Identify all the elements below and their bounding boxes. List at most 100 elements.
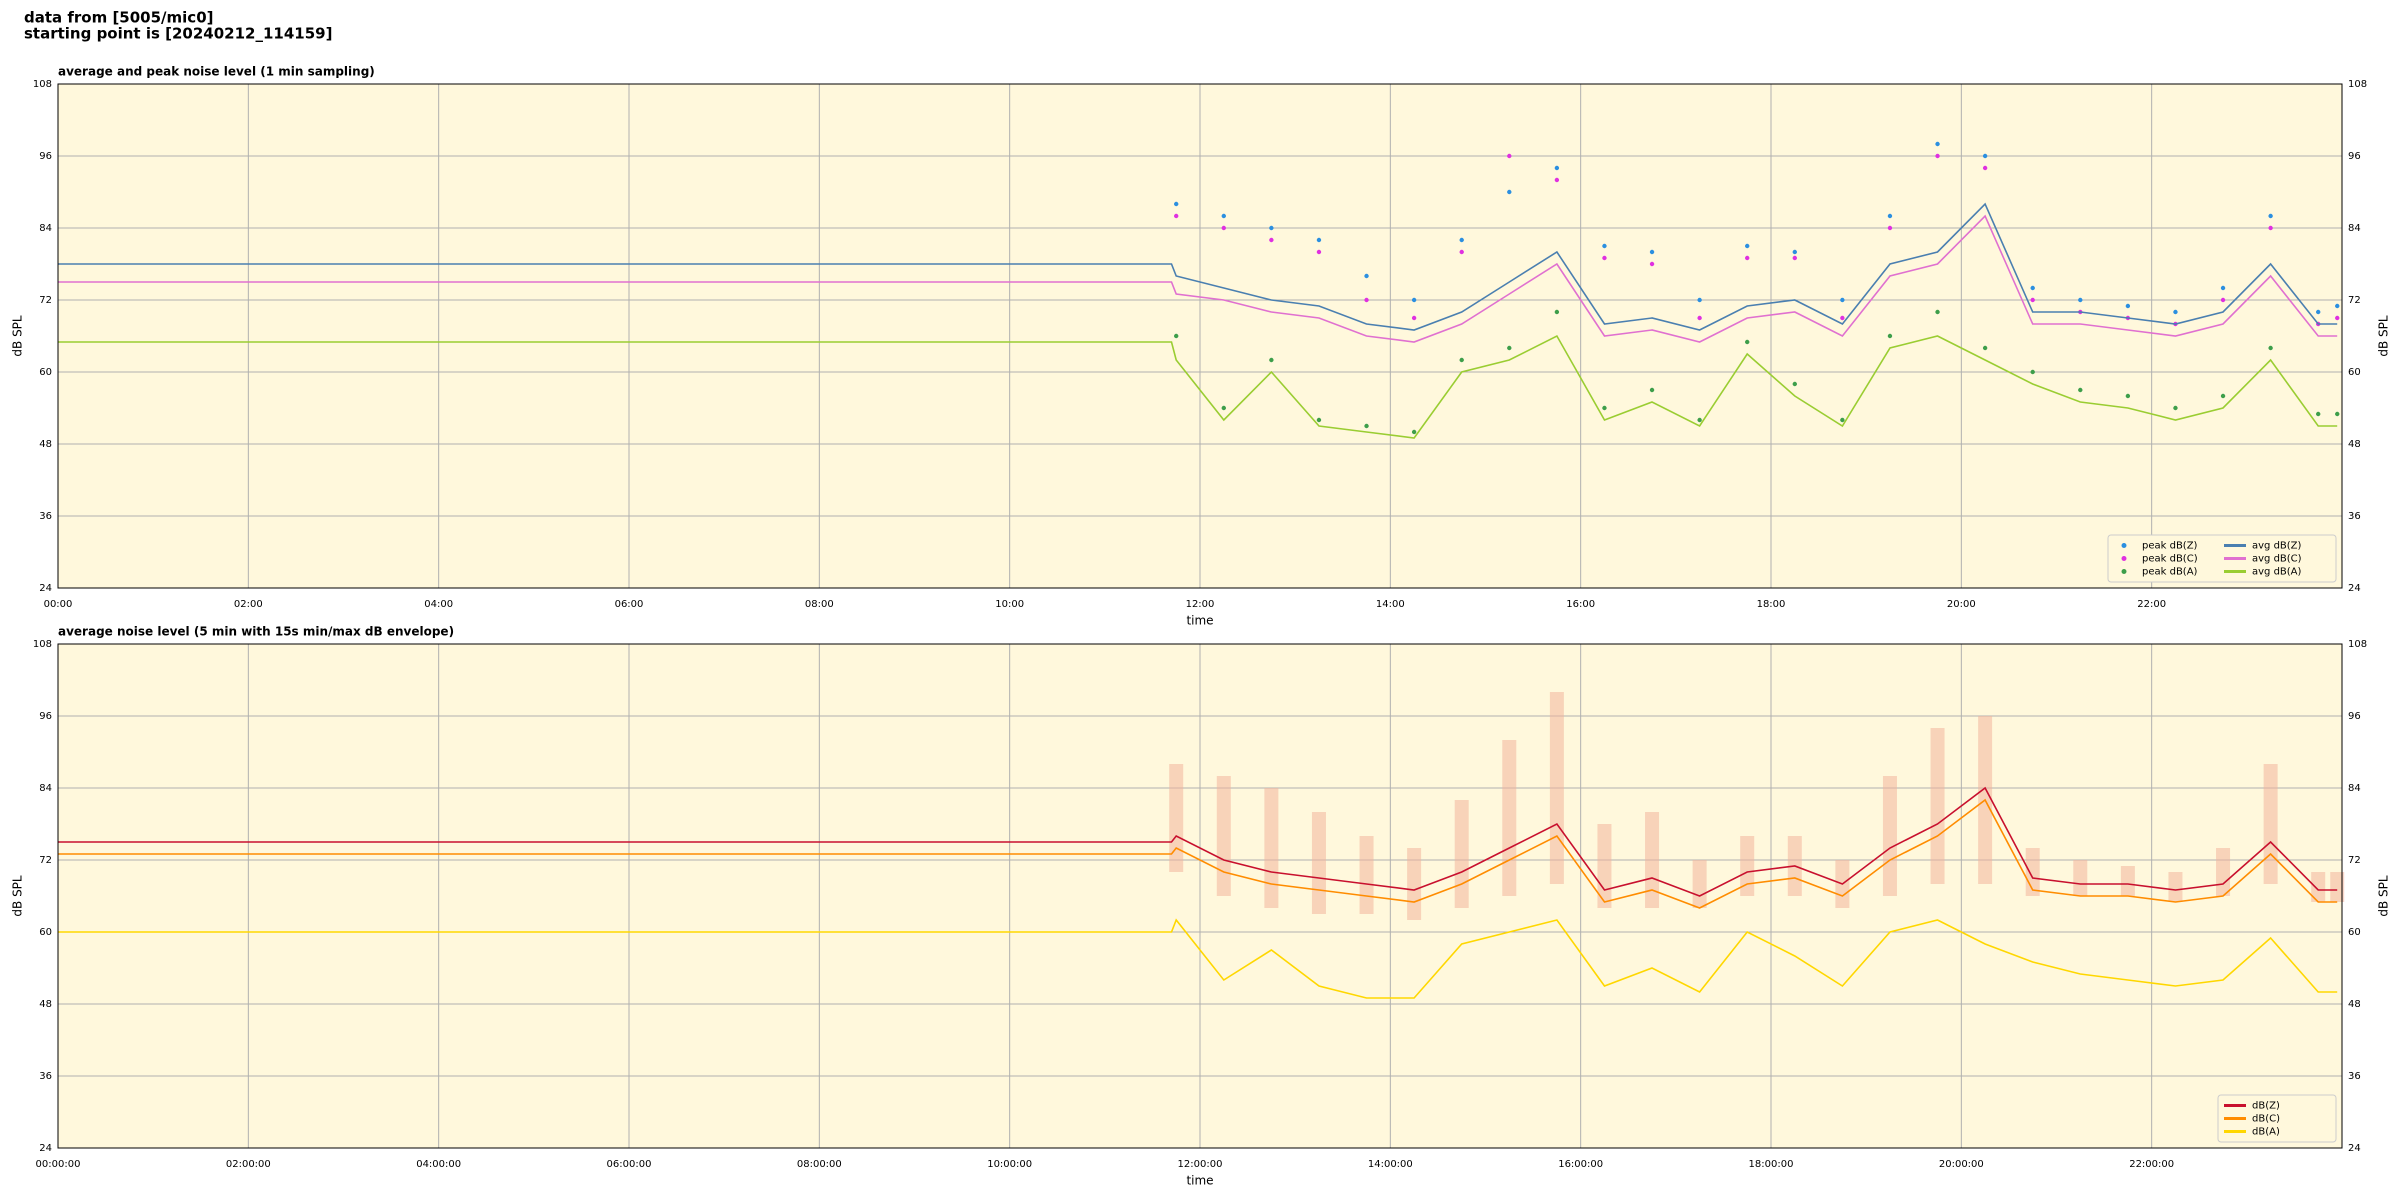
peak-point [1602, 255, 1607, 261]
y-tick-label-right: 48 [2348, 439, 2361, 450]
peak-point [1316, 237, 1322, 243]
header-line: starting point is [20240212_114159] [24, 25, 332, 43]
peak-point [1792, 255, 1797, 261]
peak-point [1269, 225, 1274, 231]
peak-point [2268, 213, 2273, 219]
peak-point [1174, 201, 1179, 207]
peak-point [1269, 237, 1274, 243]
chart-title: average noise level (5 min with 15s min/… [58, 625, 454, 639]
x-tick-label: 10:00:00 [987, 1159, 1032, 1170]
peak-point [1649, 249, 1655, 255]
y-tick-label: 96 [39, 711, 52, 722]
peak-point [2268, 225, 2273, 231]
peak-point [2030, 285, 2035, 291]
x-tick-label: 04:00:00 [416, 1159, 461, 1170]
peak-point [1364, 273, 1369, 279]
peak-point [1649, 261, 1655, 267]
y-tick-label-right: 72 [2348, 855, 2361, 866]
y-axis-label-right: dB SPL [2377, 875, 2391, 917]
series-line [58, 334, 2338, 439]
peak-point [1411, 315, 1417, 321]
peak-point [1507, 189, 1512, 195]
peak-point [1459, 249, 1464, 255]
x-tick-label: 18:00 [1757, 599, 1786, 610]
series-line [58, 214, 2338, 343]
y-tick-label-right: 36 [2348, 1071, 2361, 1082]
peak-point [1411, 297, 1417, 303]
peak-point [1745, 339, 1750, 345]
chart-title: average and peak noise level (1 min samp… [58, 65, 375, 79]
peak-point [2268, 345, 2273, 351]
legend-marker [2121, 569, 2127, 574]
x-tick-label: 02:00 [234, 599, 263, 610]
peak-point [1887, 333, 1893, 339]
legend-label: dB(C) [2252, 1114, 2280, 1125]
y-tick-label: 84 [39, 223, 52, 234]
x-tick-label: 20:00:00 [1939, 1159, 1984, 1170]
y-tick-label-right: 48 [2348, 999, 2361, 1010]
y-tick-label: 36 [39, 511, 52, 522]
plot-frame [57, 643, 2343, 1149]
legend-label: dB(Z) [2252, 1101, 2280, 1112]
peak-point [1982, 165, 1988, 171]
peak-point [2220, 393, 2226, 399]
peak-point [1507, 153, 1512, 159]
peak-point [1935, 153, 1940, 159]
peak-point [2316, 309, 2321, 315]
y-tick-label-right: 96 [2348, 711, 2361, 722]
peak-point [1221, 225, 1226, 231]
peak-point [2173, 309, 2178, 315]
peak-point [1840, 297, 1845, 303]
y-tick-label: 60 [39, 927, 52, 938]
x-tick-label: 00:00 [44, 599, 73, 610]
x-tick-label: 10:00 [995, 599, 1024, 610]
x-tick-label: 04:00 [424, 599, 453, 610]
series-line [58, 798, 2338, 909]
x-axis-label: time [1186, 1174, 1213, 1188]
peak-point [2078, 297, 2083, 303]
peak-point [2220, 285, 2226, 291]
peak-point [2335, 411, 2340, 417]
peak-point [1174, 333, 1179, 339]
peak-point [2078, 387, 2083, 393]
peak-point [1221, 405, 1226, 411]
peak-point [1935, 141, 1940, 147]
y-tick-label-right: 108 [2348, 79, 2367, 90]
y-axis-label: dB SPL [11, 315, 25, 357]
legend-label: dB(A) [2252, 1127, 2280, 1138]
y-tick-label-right: 108 [2348, 639, 2367, 650]
peak-point [1459, 237, 1464, 243]
y-tick-label: 108 [33, 639, 52, 650]
x-tick-label: 08:00:00 [797, 1159, 842, 1170]
peak-point [1840, 417, 1845, 423]
y-tick-label: 108 [33, 79, 52, 90]
peak-point [1364, 423, 1369, 429]
peak-point [1459, 357, 1464, 363]
y-tick-label: 24 [39, 1143, 52, 1154]
x-tick-label: 02:00:00 [226, 1159, 271, 1170]
legend-label: peak dB(C) [2142, 554, 2198, 565]
peak-point [2316, 411, 2321, 417]
peak-point [1411, 429, 1417, 435]
y-tick-label: 72 [39, 295, 52, 306]
x-tick-label: 06:00:00 [607, 1159, 652, 1170]
y-tick-label-right: 72 [2348, 295, 2361, 306]
peak-point [1697, 315, 1702, 321]
x-tick-label: 16:00:00 [1558, 1159, 1603, 1170]
y-tick-label-right: 96 [2348, 151, 2361, 162]
peak-point [1745, 243, 1750, 249]
peak-point [1887, 213, 1893, 219]
x-axis-label: time [1186, 614, 1213, 628]
x-tick-label: 08:00 [805, 599, 834, 610]
legend-label: avg dB(Z) [2252, 541, 2302, 552]
peak-point [1316, 249, 1322, 255]
peak-point [2220, 297, 2226, 303]
x-tick-label: 14:00 [1376, 599, 1405, 610]
y-tick-label-right: 60 [2348, 367, 2361, 378]
y-tick-label: 36 [39, 1071, 52, 1082]
legend-label: peak dB(Z) [2142, 541, 2198, 552]
x-tick-label: 14:00:00 [1368, 1159, 1413, 1170]
y-tick-label: 48 [39, 439, 52, 450]
peak-point [1697, 297, 1702, 303]
